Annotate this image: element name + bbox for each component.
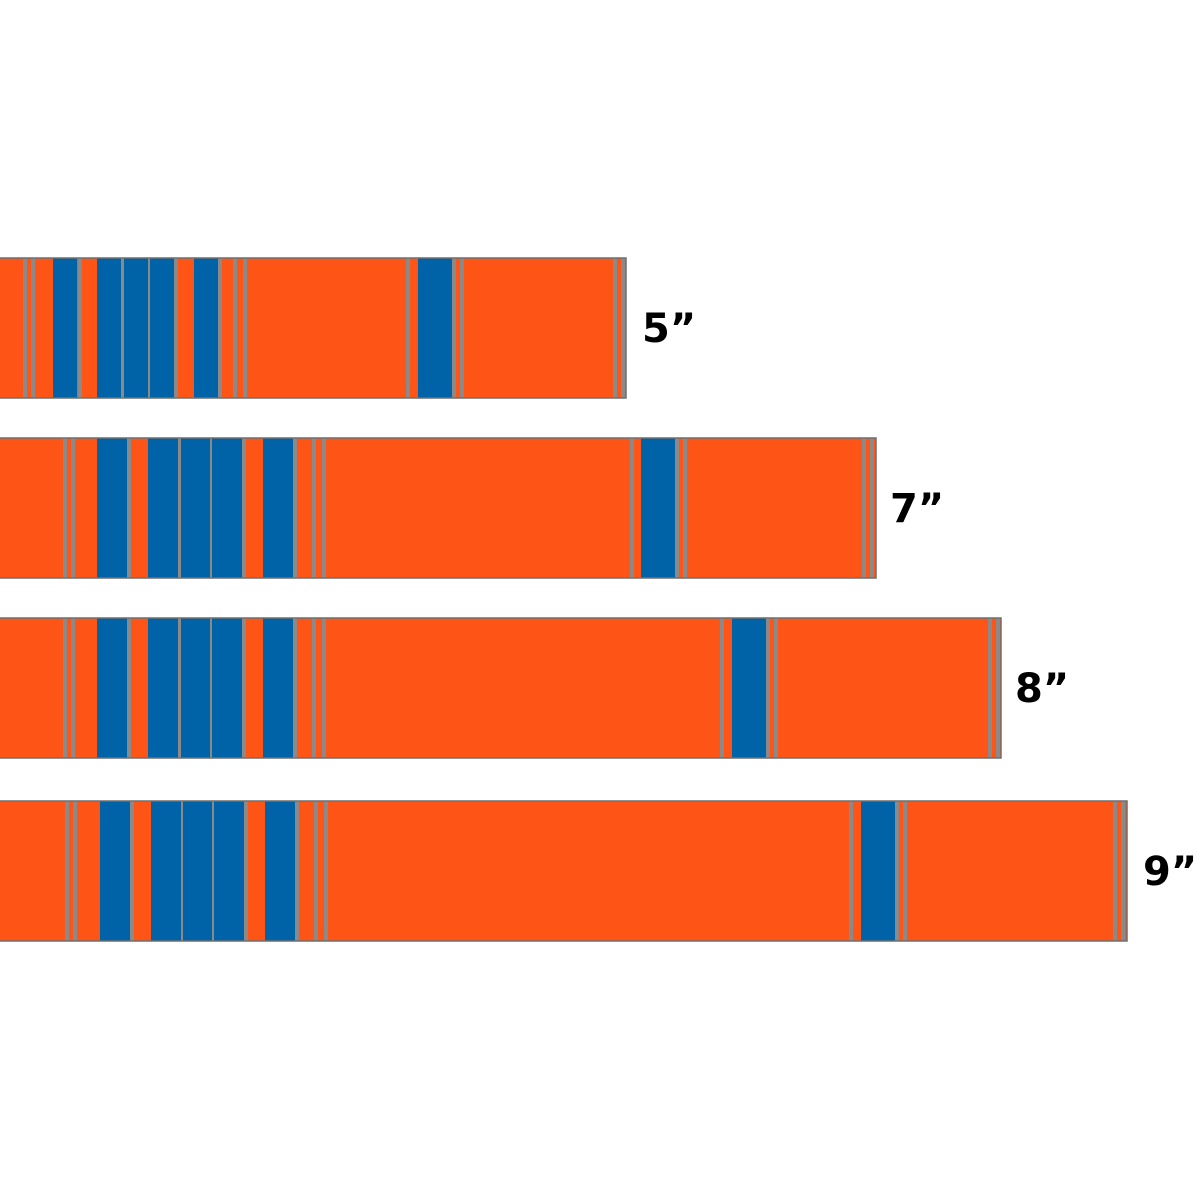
blue-stripe xyxy=(97,438,127,578)
band-stripes xyxy=(23,258,625,398)
gray-stripe xyxy=(312,438,316,578)
band-outline xyxy=(0,617,1002,759)
gray-stripe xyxy=(63,618,67,758)
blue-stripe xyxy=(148,438,178,578)
band-outline xyxy=(0,257,627,399)
gray-stripe xyxy=(996,618,1000,758)
gray-stripe xyxy=(766,618,770,758)
blue-stripe xyxy=(212,618,242,758)
gray-stripe xyxy=(683,438,687,578)
gray-stripe xyxy=(78,258,82,398)
blue-stripe xyxy=(641,438,675,578)
gray-stripe xyxy=(675,438,679,578)
band-9-inch: 9” xyxy=(0,800,1197,942)
gray-stripe xyxy=(71,438,75,578)
gray-stripe xyxy=(774,618,778,758)
gray-stripe xyxy=(613,258,617,398)
gray-stripe xyxy=(293,438,297,578)
gray-stripe xyxy=(242,438,246,578)
blue-stripe xyxy=(151,801,181,941)
gray-stripe xyxy=(862,438,866,578)
gray-stripe xyxy=(460,258,464,398)
gray-stripe xyxy=(312,618,316,758)
band-body xyxy=(0,438,876,578)
gray-stripe xyxy=(243,258,247,398)
gray-stripe xyxy=(121,258,125,398)
gray-stripe xyxy=(1121,801,1125,941)
blue-stripe xyxy=(214,801,244,941)
band-8-inch: 8” xyxy=(0,617,1069,759)
band-5-inch: 5” xyxy=(0,257,696,399)
size-label-5: 5” xyxy=(642,306,696,352)
blue-stripe xyxy=(181,618,211,758)
gray-stripe xyxy=(849,801,853,941)
gray-stripe xyxy=(630,438,634,578)
gray-stripe xyxy=(322,618,326,758)
band-stripes xyxy=(63,618,1000,758)
blue-stripe xyxy=(263,438,293,578)
blue-stripe xyxy=(148,618,178,758)
gray-stripe xyxy=(178,618,182,758)
gray-stripe xyxy=(1113,801,1117,941)
gray-stripe xyxy=(988,618,992,758)
gray-stripe xyxy=(127,438,131,578)
gray-stripe xyxy=(720,618,724,758)
gray-stripe xyxy=(31,258,35,398)
gray-stripe xyxy=(870,438,874,578)
blue-stripe xyxy=(418,258,452,398)
blue-stripe xyxy=(212,438,242,578)
gray-stripe xyxy=(295,801,299,941)
blue-stripe xyxy=(194,258,218,398)
band-7-inch: 7” xyxy=(0,437,944,579)
gray-stripe xyxy=(244,801,248,941)
band-stripes xyxy=(65,801,1125,941)
gray-stripe xyxy=(233,258,237,398)
gray-stripe xyxy=(71,618,75,758)
gray-stripe xyxy=(130,801,134,941)
blue-stripe xyxy=(732,618,766,758)
gray-stripe xyxy=(452,258,456,398)
blue-stripe xyxy=(265,801,295,941)
gray-stripe xyxy=(178,438,182,578)
size-label-8: 8” xyxy=(1015,666,1069,712)
band-body xyxy=(0,258,626,398)
gray-stripe xyxy=(406,258,410,398)
blue-stripe xyxy=(150,258,174,398)
band-stripes xyxy=(63,438,874,578)
gray-stripe xyxy=(63,438,67,578)
gray-stripe xyxy=(895,801,899,941)
gray-stripe xyxy=(242,618,246,758)
gray-stripe xyxy=(23,258,27,398)
blue-stripe xyxy=(263,618,293,758)
blue-stripe xyxy=(181,438,211,578)
blue-stripe xyxy=(861,801,895,941)
gray-stripe xyxy=(621,258,625,398)
blue-stripe xyxy=(97,618,127,758)
band-outline xyxy=(0,437,877,579)
blue-stripe xyxy=(124,258,148,398)
gray-stripe xyxy=(174,258,178,398)
gray-stripe xyxy=(65,801,69,941)
gray-stripe xyxy=(314,801,318,941)
gray-stripe xyxy=(324,801,328,941)
gray-stripe xyxy=(293,618,297,758)
band-outline xyxy=(0,800,1128,942)
blue-stripe xyxy=(53,258,77,398)
blue-stripe xyxy=(183,801,213,941)
size-label-9: 9” xyxy=(1143,849,1197,895)
gray-stripe xyxy=(127,618,131,758)
gray-stripe xyxy=(322,438,326,578)
gray-stripe xyxy=(903,801,907,941)
gray-stripe xyxy=(218,258,222,398)
gray-stripe xyxy=(73,801,77,941)
blue-stripe xyxy=(100,801,130,941)
blue-stripe xyxy=(97,258,121,398)
size-label-7: 7” xyxy=(890,486,944,532)
